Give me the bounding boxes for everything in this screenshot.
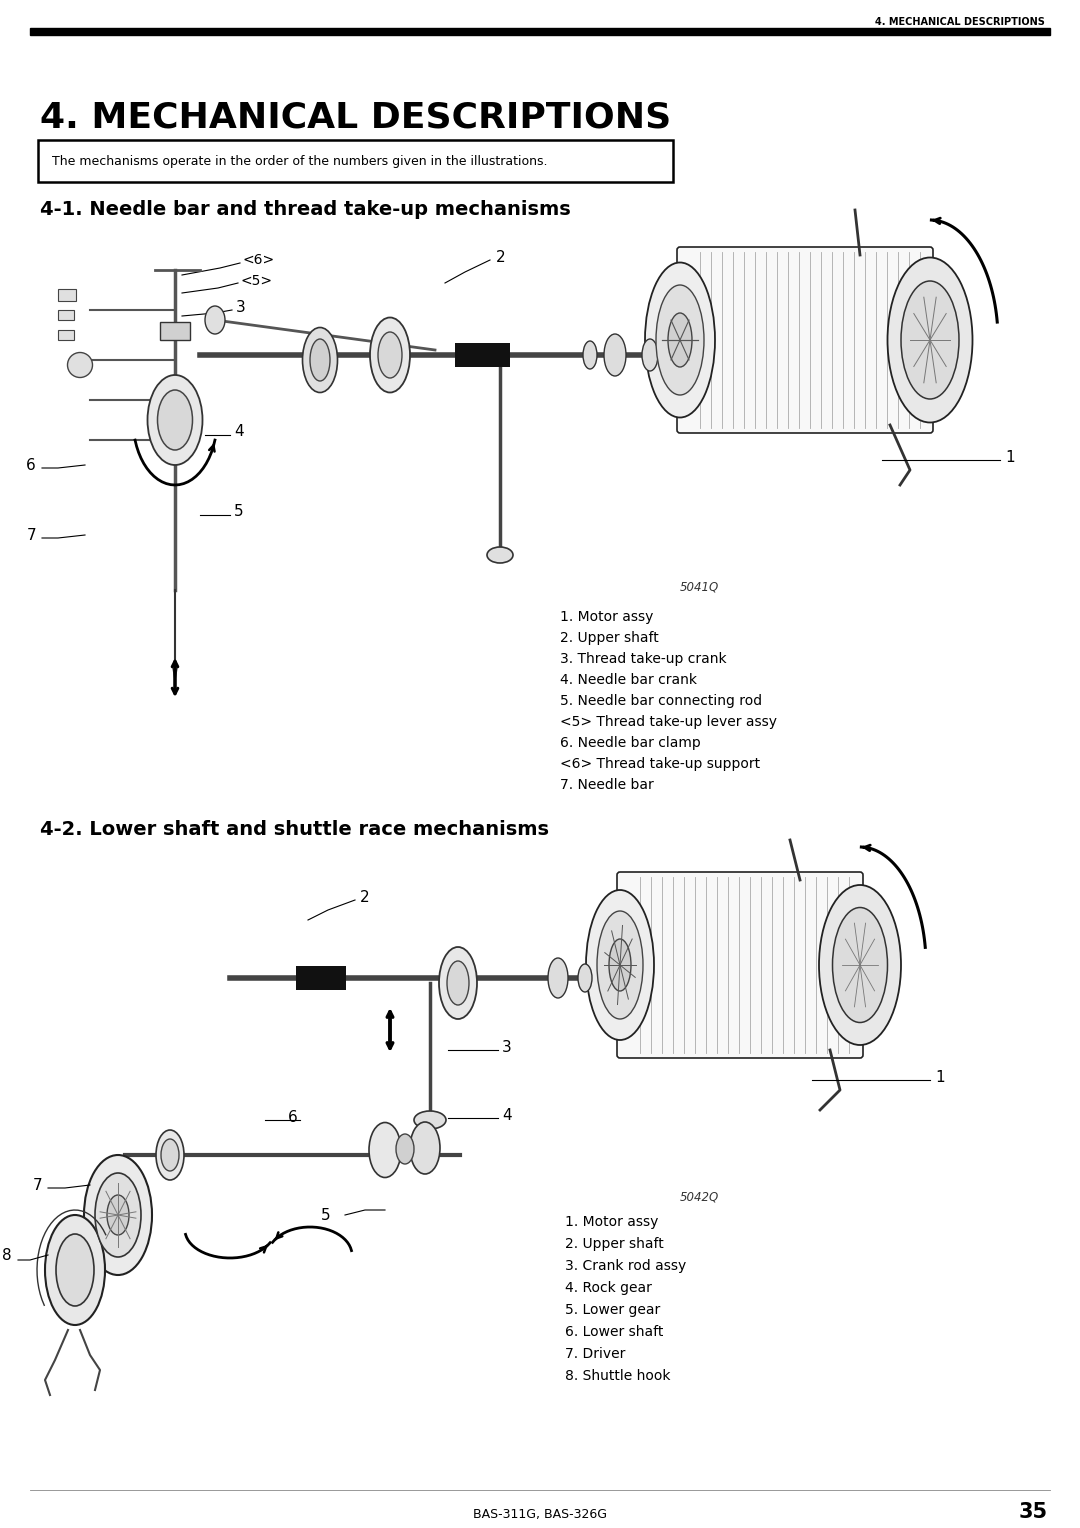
Ellipse shape — [45, 1215, 105, 1325]
Text: 4: 4 — [502, 1108, 512, 1123]
Text: 6. Needle bar clamp: 6. Needle bar clamp — [561, 736, 701, 750]
Text: 4. MECHANICAL DESCRIPTIONS: 4. MECHANICAL DESCRIPTIONS — [40, 99, 672, 134]
Ellipse shape — [438, 947, 477, 1019]
Ellipse shape — [414, 1111, 446, 1129]
Ellipse shape — [205, 306, 225, 335]
Text: 6. Lower shaft: 6. Lower shaft — [565, 1325, 663, 1339]
Bar — [58, 330, 75, 341]
Text: <6> Thread take-up support: <6> Thread take-up support — [561, 756, 760, 772]
Ellipse shape — [410, 1122, 440, 1174]
Ellipse shape — [604, 335, 626, 376]
Text: 35: 35 — [1018, 1502, 1048, 1522]
Ellipse shape — [56, 1235, 94, 1306]
Text: 4: 4 — [234, 425, 244, 440]
Text: 4. Needle bar crank: 4. Needle bar crank — [561, 672, 697, 688]
Bar — [455, 342, 510, 367]
Text: 7. Driver: 7. Driver — [565, 1348, 625, 1361]
Text: <6>: <6> — [243, 254, 275, 267]
Text: 5. Needle bar connecting rod: 5. Needle bar connecting rod — [561, 694, 762, 707]
Text: 6: 6 — [26, 457, 36, 472]
Ellipse shape — [669, 313, 692, 367]
Text: 2. Upper shaft: 2. Upper shaft — [561, 631, 659, 645]
Text: 3. Thread take-up crank: 3. Thread take-up crank — [561, 652, 727, 666]
Ellipse shape — [548, 958, 568, 998]
Text: 7: 7 — [32, 1178, 42, 1192]
Ellipse shape — [901, 281, 959, 399]
Ellipse shape — [370, 318, 410, 393]
Text: 3: 3 — [237, 301, 246, 315]
Text: 3. Crank rod assy: 3. Crank rod assy — [565, 1259, 686, 1273]
Ellipse shape — [310, 339, 330, 380]
Text: 6: 6 — [288, 1109, 298, 1125]
Bar — [58, 289, 76, 301]
Bar — [160, 322, 190, 341]
Ellipse shape — [107, 1195, 129, 1235]
Bar — [38, 141, 673, 182]
Text: 5. Lower gear: 5. Lower gear — [565, 1303, 660, 1317]
Ellipse shape — [586, 889, 654, 1041]
Ellipse shape — [888, 258, 972, 423]
Ellipse shape — [161, 1138, 179, 1170]
Text: 5: 5 — [234, 504, 244, 520]
Text: 1. Motor assy: 1. Motor assy — [561, 610, 653, 623]
Ellipse shape — [148, 374, 203, 465]
Text: 3: 3 — [502, 1039, 512, 1054]
FancyBboxPatch shape — [677, 248, 933, 432]
Text: 4-1. Needle bar and thread take-up mechanisms: 4-1. Needle bar and thread take-up mecha… — [40, 200, 570, 219]
Text: 2: 2 — [360, 891, 369, 906]
Text: 2: 2 — [496, 249, 505, 264]
Bar — [296, 966, 346, 990]
Text: 7: 7 — [26, 527, 36, 542]
Text: 1: 1 — [935, 1070, 945, 1085]
Ellipse shape — [158, 390, 192, 451]
Ellipse shape — [833, 908, 888, 1022]
Text: 5041Q: 5041Q — [680, 581, 719, 593]
Ellipse shape — [396, 1134, 414, 1164]
Text: The mechanisms operate in the order of the numbers given in the illustrations.: The mechanisms operate in the order of t… — [52, 154, 548, 168]
Ellipse shape — [487, 547, 513, 562]
Text: 8: 8 — [2, 1247, 12, 1262]
FancyBboxPatch shape — [617, 872, 863, 1057]
Text: 1: 1 — [1005, 449, 1014, 465]
Ellipse shape — [645, 263, 715, 417]
Ellipse shape — [656, 286, 704, 396]
Ellipse shape — [447, 961, 469, 1005]
Ellipse shape — [378, 332, 402, 377]
Ellipse shape — [156, 1131, 184, 1180]
Ellipse shape — [84, 1155, 152, 1274]
Bar — [58, 310, 75, 319]
Ellipse shape — [302, 327, 337, 393]
Ellipse shape — [642, 339, 658, 371]
Ellipse shape — [583, 341, 597, 368]
Text: <5> Thread take-up lever assy: <5> Thread take-up lever assy — [561, 715, 777, 729]
Text: 1. Motor assy: 1. Motor assy — [565, 1215, 659, 1229]
Text: 4-2. Lower shaft and shuttle race mechanisms: 4-2. Lower shaft and shuttle race mechan… — [40, 821, 549, 839]
Text: 8. Shuttle hook: 8. Shuttle hook — [565, 1369, 671, 1383]
Text: 5: 5 — [321, 1207, 330, 1222]
Text: 4. Rock gear: 4. Rock gear — [565, 1280, 652, 1296]
Text: 7. Needle bar: 7. Needle bar — [561, 778, 653, 792]
Text: 5042Q: 5042Q — [680, 1190, 719, 1203]
Text: <5>: <5> — [241, 274, 273, 287]
Text: 2. Upper shaft: 2. Upper shaft — [565, 1238, 664, 1251]
Ellipse shape — [578, 964, 592, 992]
Bar — [30, 28, 1050, 35]
Ellipse shape — [369, 1123, 401, 1178]
Text: BAS-311G, BAS-326G: BAS-311G, BAS-326G — [473, 1508, 607, 1520]
Ellipse shape — [597, 911, 643, 1019]
Ellipse shape — [609, 940, 631, 992]
Ellipse shape — [819, 885, 901, 1045]
Ellipse shape — [95, 1174, 141, 1258]
Ellipse shape — [67, 353, 93, 377]
Text: 4. MECHANICAL DESCRIPTIONS: 4. MECHANICAL DESCRIPTIONS — [875, 17, 1045, 28]
